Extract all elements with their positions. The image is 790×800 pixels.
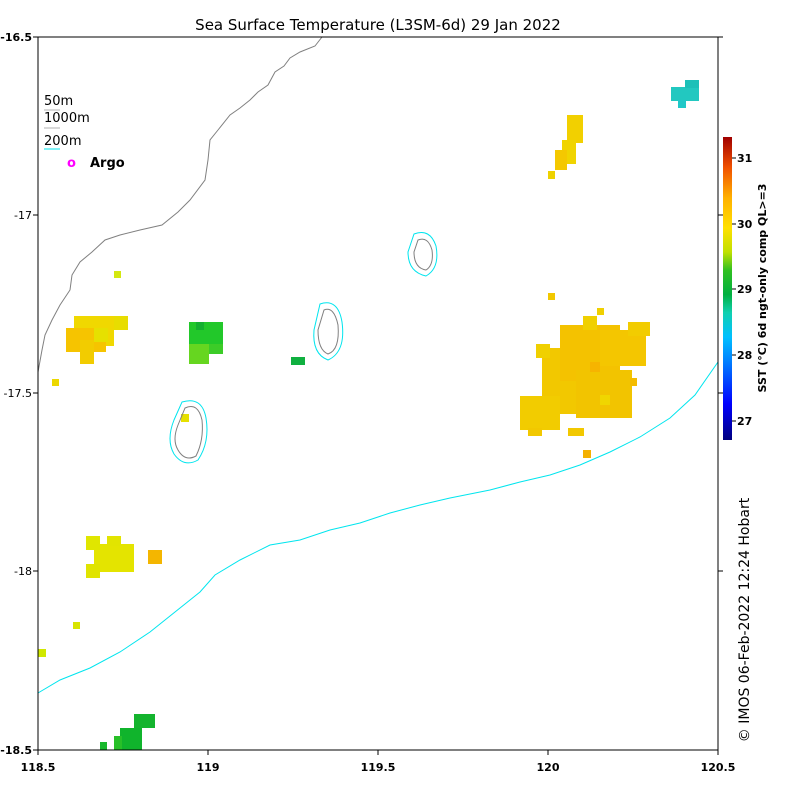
sst-cell (590, 362, 600, 372)
colorbar-tick-label: 27 (737, 415, 752, 428)
sst-cell (107, 536, 121, 546)
x-tick-label: 120 (537, 761, 560, 774)
sst-cell (52, 379, 59, 386)
coastline (37, 36, 323, 373)
island-coast (317, 308, 339, 355)
y-tick-label: -18 (14, 565, 32, 578)
colorbar-gradient (723, 137, 732, 440)
x-tick-label: 118.5 (21, 761, 56, 774)
sst-cell (630, 378, 637, 386)
x-tick-label: 119.5 (361, 761, 396, 774)
credit-text: © IMOS 06-Feb-2022 12:24 Hobart (737, 497, 753, 742)
y-tick-label: -17.5 (4, 387, 32, 400)
sst-pixels (38, 80, 699, 750)
colorbar-ticks: 31 30 29 28 27 (732, 152, 753, 428)
sst-cell (114, 736, 122, 750)
sst-cell (597, 308, 604, 315)
sst-cell (73, 622, 80, 629)
y-axis: -16.5 -17 -17.5 -18 -18.5 (0, 31, 723, 757)
sst-cell (671, 87, 699, 101)
island-200m (313, 302, 344, 361)
colorbar-tick-label: 30 (737, 218, 753, 231)
x-axis: 118.5 119 119.5 120 120.5 (21, 750, 736, 774)
island-coast (413, 238, 433, 271)
sst-cell (189, 322, 223, 344)
map-plot-area (37, 36, 719, 751)
sst-cell (567, 115, 583, 143)
sst-cell (148, 550, 162, 564)
y-tick-label: -16.5 (0, 31, 32, 44)
sst-cell (548, 293, 555, 300)
legend-item-1000m: 1000m (44, 111, 90, 126)
y-tick-label: -18.5 (0, 744, 32, 757)
sst-cell (86, 564, 100, 578)
sst-cell (100, 742, 107, 750)
sst-cell (114, 271, 121, 278)
island-200m (407, 232, 438, 277)
contour-200m (37, 361, 719, 694)
sst-cell (80, 340, 94, 364)
colorbar: 31 30 29 28 27 SST (°C) 6d ngt-only comp… (723, 137, 769, 440)
sst-cell (38, 649, 46, 657)
x-tick-label: 120.5 (701, 761, 736, 774)
sst-cell (600, 395, 610, 405)
sst-cell (576, 370, 632, 418)
sst-cell (583, 316, 597, 330)
sst-cell (120, 728, 142, 750)
sst-cell (628, 322, 650, 336)
x-tick-label: 119 (197, 761, 220, 774)
sst-cell (528, 428, 542, 436)
sst-cell (291, 357, 305, 365)
island-coast (174, 406, 203, 459)
sst-cell (520, 396, 560, 430)
colorbar-tick-label: 31 (737, 152, 752, 165)
sst-cell (86, 536, 100, 550)
sst-cell (548, 171, 555, 179)
sst-cell (678, 100, 686, 108)
sst-cell (94, 328, 108, 342)
sst-cell (209, 344, 223, 354)
map-legend: 50m 1000m 200m o Argo (44, 94, 125, 171)
sst-cell (685, 80, 699, 88)
sst-cell (189, 344, 209, 364)
colorbar-label: SST (°C) 6d ngt-only comp QL>=3 (756, 184, 769, 393)
sst-cell (555, 150, 567, 170)
sst-cell (94, 544, 134, 572)
argo-marker-icon: o (67, 156, 76, 171)
colorbar-tick-label: 29 (737, 283, 752, 296)
legend-item-50m: 50m (44, 94, 73, 109)
y-tick-label: -17 (14, 209, 32, 222)
island-200m (169, 400, 208, 464)
sst-cell (536, 344, 550, 358)
sst-cell (583, 450, 591, 458)
sst-cell (196, 322, 204, 330)
legend-item-200m: 200m (44, 134, 81, 149)
colorbar-tick-label: 28 (737, 349, 752, 362)
map-title: Sea Surface Temperature (L3SM-6d) 29 Jan… (195, 16, 561, 34)
sst-cell (568, 428, 584, 436)
sst-cell (134, 714, 155, 728)
legend-item-argo: Argo (90, 156, 125, 171)
sst-cell (181, 414, 189, 422)
